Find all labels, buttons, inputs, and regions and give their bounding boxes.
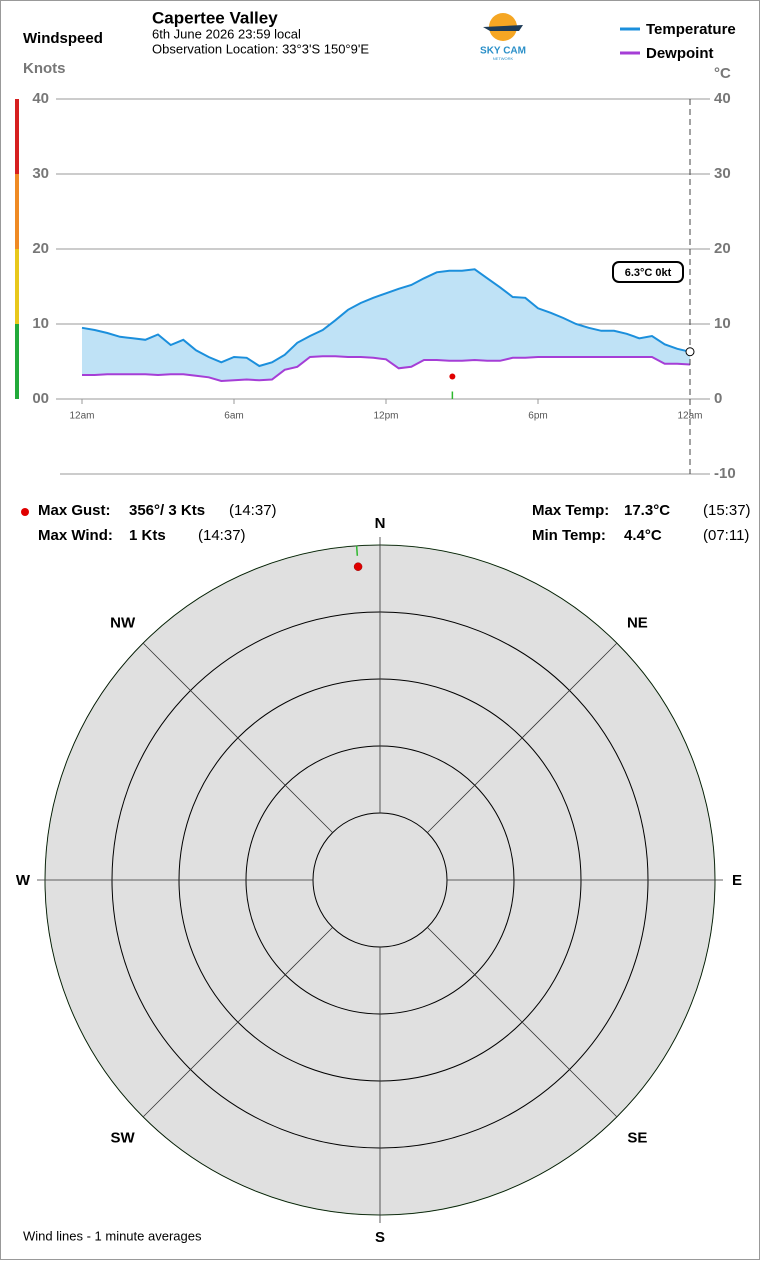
direction-label: NE [627, 615, 648, 632]
legend-label: Dewpoint [646, 45, 714, 62]
direction-label: N [375, 515, 386, 532]
y-tick-label: 10 [714, 315, 731, 332]
stat-value: 356°/ 3 Kts [129, 502, 205, 519]
gust-point [353, 562, 363, 571]
y2-tick-label: 10 [32, 315, 49, 332]
band-red [15, 99, 19, 174]
now-point [685, 347, 695, 357]
logo: SKY CAM NETWORK [480, 13, 526, 61]
band-orange [15, 174, 19, 249]
y2-title: Windspeed [23, 30, 103, 47]
stat-value: 17.3°C [624, 502, 670, 519]
x-tick-label: 12am [69, 411, 94, 422]
direction-label: E [732, 872, 742, 889]
direction-label: SE [627, 1129, 647, 1146]
x-tick-label: 12pm [373, 411, 398, 422]
stats: Max Gust: 356°/ 3 Kts (14:37) Max Wind: … [38, 502, 751, 544]
y2-tick-label: 30 [32, 165, 49, 182]
y2-unit: Knots [23, 60, 66, 77]
x-tick-label: 6pm [528, 411, 547, 422]
y-unit: °C [714, 65, 731, 82]
stat-time: (15:37) [703, 502, 751, 519]
now-label: 6.3°C 0kt [625, 267, 672, 279]
spread-fill [82, 269, 690, 381]
now-label-box [612, 261, 684, 283]
x-tick-label: 12am [677, 411, 702, 422]
y2-tick-label: 00 [32, 390, 49, 407]
rose-spoke [142, 927, 333, 1118]
series-line [81, 268, 691, 368]
y2-tick-label: 40 [32, 90, 49, 107]
direction-label: S [375, 1229, 385, 1246]
stat-value: 4.4°C [624, 527, 662, 544]
speed-bands [15, 99, 19, 399]
stat-value: 1 Kts [129, 527, 166, 544]
band-green [15, 324, 19, 399]
station-title: Capertee Valley [152, 8, 278, 27]
band-yellow [15, 249, 19, 324]
y-tick-label: -10 [714, 465, 736, 482]
legend-label: Temperature [646, 21, 736, 38]
stats-gust-dot [21, 508, 29, 516]
rose-spoke [427, 927, 618, 1118]
y-tick-label: 20 [714, 240, 731, 257]
direction-label: SW [111, 1129, 136, 1146]
logo-plane [483, 25, 523, 31]
stat-label: Max Wind: [38, 527, 113, 544]
date: 6th June 2026 23:59 local [152, 26, 301, 41]
y2-tick-label: 20 [32, 240, 49, 257]
location: Observation Location: 33°3'S 150°9'E [152, 41, 369, 56]
stat-time: (14:37) [198, 527, 246, 544]
logo-text: SKY CAM [480, 46, 526, 57]
x-tick-label: 6am [224, 411, 243, 422]
rose-note: Wind lines - 1 minute averages [23, 1228, 202, 1243]
y-tick-label: 0 [714, 390, 722, 407]
series-line [82, 355, 691, 383]
stat-label: Max Temp: [532, 502, 609, 519]
logo-subtext: NETWORK [493, 56, 514, 61]
y-tick-label: 40 [714, 90, 731, 107]
stat-label: Max Gust: [38, 502, 111, 519]
wind-direction-mark [355, 545, 359, 556]
y-tick-label: 30 [714, 165, 731, 182]
direction-label: NW [110, 615, 136, 632]
stat-time: (14:37) [229, 502, 277, 519]
rose-spoke [427, 642, 618, 833]
gust-mark [449, 373, 456, 380]
rose-spoke [142, 642, 333, 833]
direction-label: W [16, 872, 31, 889]
stat-label: Min Temp: [532, 527, 606, 544]
stat-time: (07:11) [703, 527, 749, 544]
